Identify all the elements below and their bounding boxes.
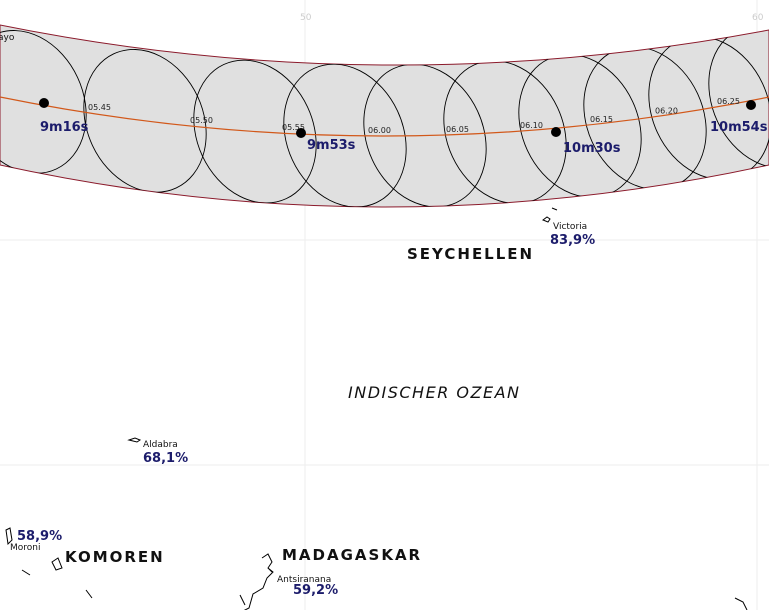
coastline — [734, 597, 748, 610]
marker — [551, 127, 561, 137]
duration: 10m30s — [563, 141, 621, 156]
shadow-ellipse — [0, 30, 87, 174]
place-label: ayo — [0, 33, 15, 43]
time-label: 06.20 — [655, 107, 678, 116]
grid-label: 50 — [300, 13, 312, 23]
time-label: 05.50 — [190, 116, 213, 125]
country-label: MADAGASKAR — [282, 546, 422, 564]
country-label: KOMOREN — [65, 548, 165, 566]
shadow-ellipse — [363, 63, 487, 207]
time-label: 06.00 — [368, 126, 391, 135]
time-labels: 05.45 05.50 05.55 06.00 06.05 06.10 06.15 06.20… — [88, 97, 740, 135]
time-label: 06.10 — [520, 121, 543, 130]
coverage: 68,1% — [143, 451, 188, 466]
island — [541, 207, 558, 223]
place-label: Antsiranana — [277, 575, 331, 585]
coverage: 58,9% — [17, 529, 62, 544]
duration: 10m54s — [710, 120, 768, 135]
country-label: SEYCHELLEN — [407, 245, 534, 263]
island — [127, 437, 142, 443]
duration: 9m53s — [307, 138, 356, 153]
time-label: 06.25 — [717, 97, 740, 106]
place-label: Moroni — [10, 543, 41, 553]
shadow-ellipse — [283, 63, 407, 207]
marker — [39, 98, 49, 108]
time-label: 06.05 — [446, 125, 469, 134]
time-label: 05.45 — [88, 103, 111, 112]
shadow-ellipse — [193, 59, 317, 204]
duration: 9m16s — [40, 120, 89, 135]
time-label: 05.55 — [282, 123, 305, 132]
coastline — [239, 553, 274, 610]
ocean-label: INDISCHER OZEAN — [348, 383, 520, 402]
grid-label: 60 — [752, 13, 764, 23]
marker — [296, 128, 306, 138]
time-label: 06.15 — [590, 115, 613, 124]
coverage: 83,9% — [550, 233, 595, 248]
coverage: 59,2% — [293, 583, 338, 598]
marker — [746, 100, 756, 110]
place-label: Aldabra — [143, 440, 178, 450]
annular-band — [0, 24, 769, 208]
island — [5, 527, 93, 599]
shadow-ellipse — [443, 60, 567, 205]
center-line — [0, 96, 769, 137]
place-label: Victoria — [553, 222, 587, 232]
